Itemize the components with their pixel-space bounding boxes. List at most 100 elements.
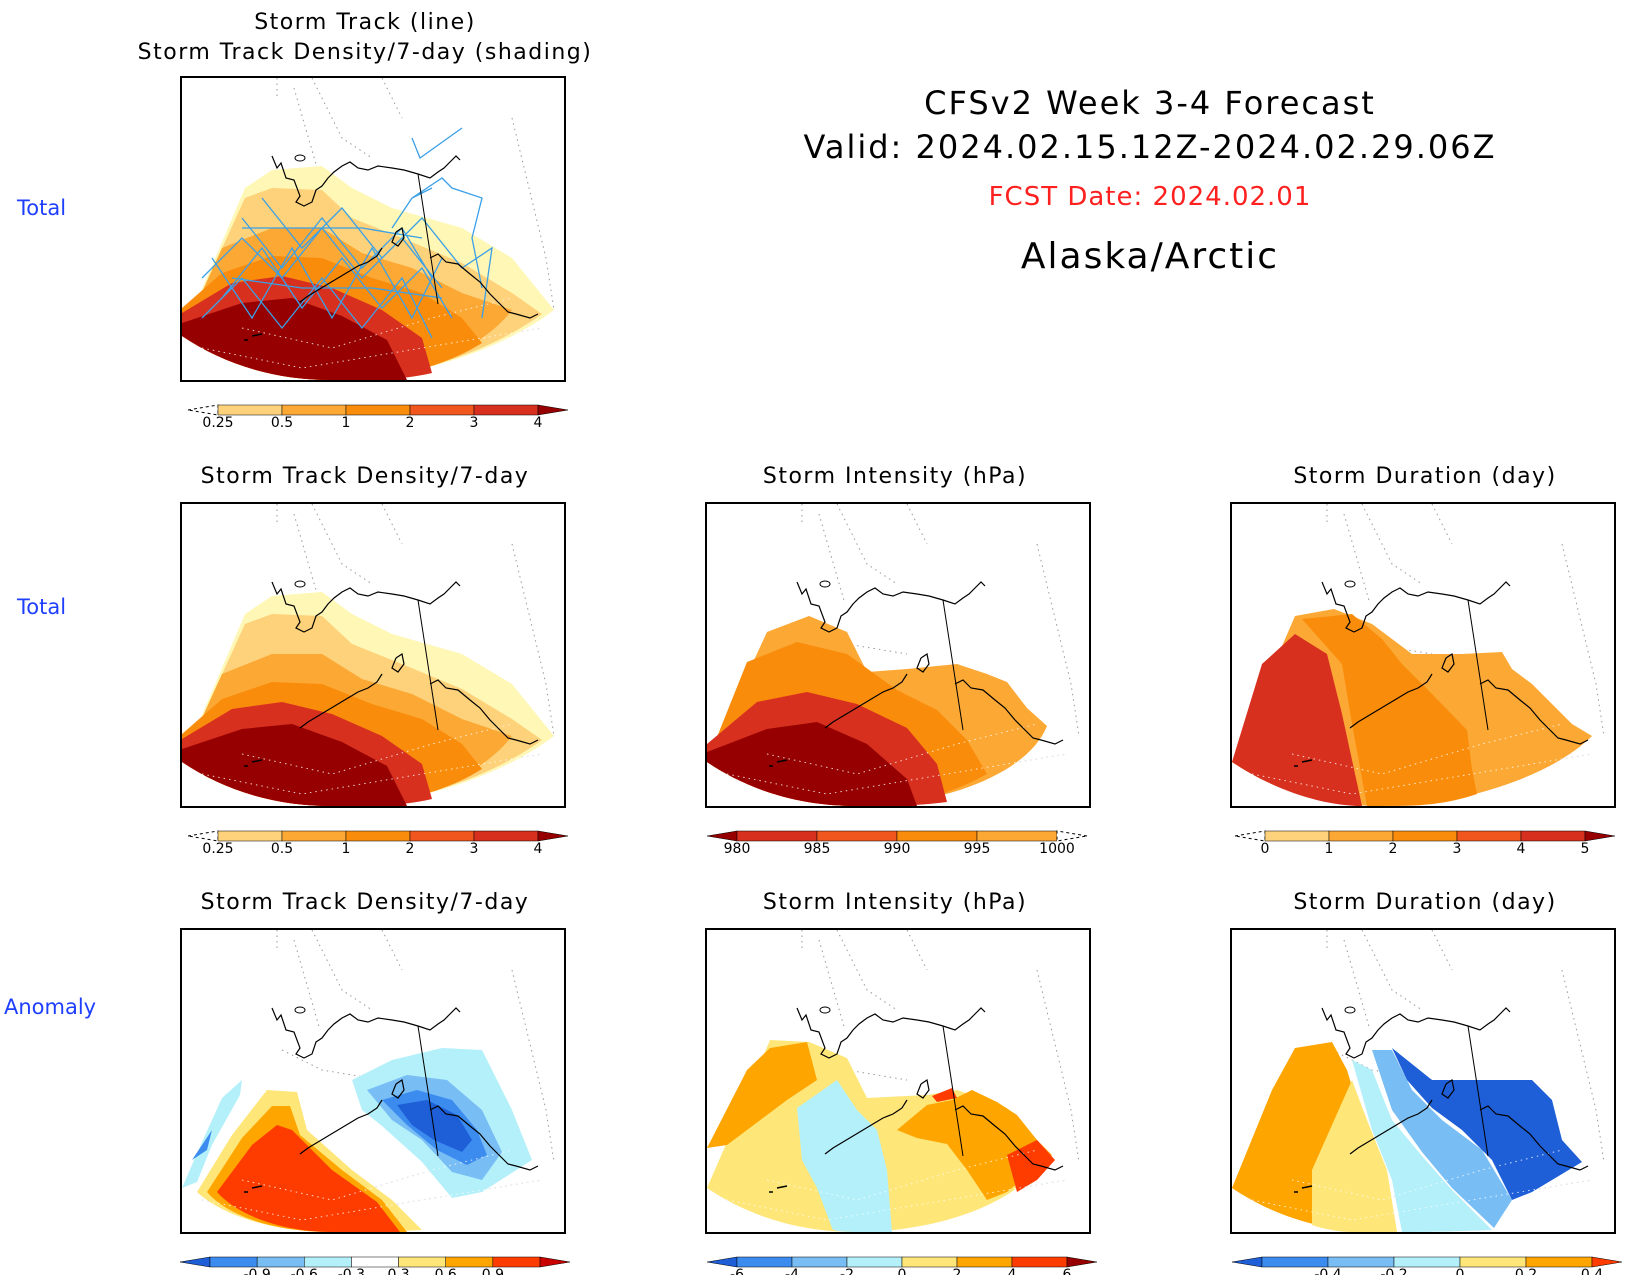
colorbar-segment [409, 830, 475, 842]
colorbar-tick-label: 980 [724, 841, 751, 857]
grid-line [311, 78, 373, 159]
grid-line [241, 1149, 513, 1201]
colorbar-segment [791, 1256, 848, 1268]
colorbar-segment [1328, 830, 1394, 842]
colorbar-segment [1327, 1256, 1395, 1268]
colorbar-segment [256, 1256, 305, 1268]
colorbar-tick-label: 1000 [1039, 841, 1075, 857]
colorbar-segment [537, 830, 569, 842]
island [1294, 1185, 1313, 1193]
border-line [417, 1025, 439, 1157]
grid-line [293, 939, 321, 1031]
colorbar-segment [1584, 830, 1616, 842]
map-panel-density-total [180, 502, 566, 808]
colorbar-segment [1591, 1256, 1623, 1268]
contour-fill [1392, 1048, 1582, 1200]
colorbar-tick-label: 6 [1063, 1267, 1072, 1275]
island [244, 759, 263, 767]
grid-over [201, 723, 543, 795]
colorbar-tick-label: 0.3 [387, 1267, 409, 1275]
colorbar-segment [281, 830, 347, 842]
map-panel-duration-anomaly [1230, 928, 1616, 1234]
island [294, 154, 306, 162]
colorbar-tick-label: -0.2 [1380, 1267, 1407, 1275]
grid-line [766, 723, 1038, 775]
colorbar-segment [492, 1256, 541, 1268]
grid-line [201, 753, 543, 795]
island [1344, 580, 1356, 588]
map-panel-duration-total [1230, 502, 1616, 808]
grid-line [311, 504, 373, 585]
grid-over [201, 1149, 543, 1221]
panel-title: Storm Track Density/7-day [200, 890, 530, 915]
colorbar-tick-label: 4 [1517, 841, 1526, 857]
colorbar: -0.9 -0.6 -0.3 0.3 0.6 0.9 [179, 1256, 571, 1275]
panel-title: Storm Intensity (hPa) [762, 890, 1028, 915]
colorbar-tick-label: -0.6 [291, 1267, 318, 1275]
colorbar-segment [706, 830, 738, 842]
contour-fill [1352, 1060, 1492, 1232]
contour-fill [397, 1100, 472, 1152]
colorbar-tick-label: 0.25 [202, 415, 233, 431]
colorbar-tick-label: 3 [470, 841, 479, 857]
colorbar-segment [445, 1256, 494, 1268]
grid-line [381, 504, 403, 545]
colorbar: -0.4 -0.2 0 0.2 0.4 [1231, 1256, 1623, 1275]
colorbar-segment [1011, 1256, 1068, 1268]
colorbar-tick-label: 2 [406, 841, 415, 857]
coastline [271, 155, 539, 319]
colorbar-segment [351, 1256, 399, 1268]
coastline [796, 1007, 1064, 1171]
grid-line [836, 504, 898, 585]
colorbar: -6 -4 -2 0 2 4 6 [706, 1256, 1098, 1275]
colorbar-segment [736, 1256, 793, 1268]
contour-fill [1007, 1140, 1055, 1192]
border-line [1467, 1025, 1489, 1157]
colorbar-tick-label: 4 [534, 841, 543, 857]
colorbar-tick-label: 0 [1261, 841, 1270, 857]
contour-fill [192, 1130, 212, 1160]
island [819, 1006, 831, 1014]
map-panel-density-anomaly [180, 928, 566, 1234]
colorbar-tick-label: 0.6 [435, 1267, 457, 1275]
grid-line [906, 504, 928, 545]
contour-fill [932, 1088, 957, 1102]
colorbar-tick-label: 2 [406, 415, 415, 431]
panel-title: Storm Duration (day) [1293, 890, 1557, 915]
colorbar-tick-label: 0.2 [1515, 1267, 1537, 1275]
grid-line [836, 930, 898, 1011]
grid-line [241, 297, 513, 349]
island [819, 580, 831, 588]
island [294, 1006, 306, 1014]
grid-line [1343, 939, 1371, 1031]
grid-line [511, 117, 555, 311]
colorbar-tick-label: -0.9 [243, 1267, 270, 1275]
grid-line [1431, 930, 1453, 971]
colorbar-segment [1392, 830, 1458, 842]
grid-line [201, 327, 543, 369]
border-line [1467, 599, 1489, 731]
colorbar-tick-label: 2 [953, 1267, 962, 1275]
contour-fill [217, 1125, 400, 1232]
panel-title: Storm Intensity (hPa) [762, 464, 1028, 489]
colorbar-tick-label: 1 [1325, 841, 1334, 857]
shading [1232, 1042, 1582, 1232]
panel-title: Storm Track (line) [254, 10, 476, 35]
contour-fill [182, 1080, 242, 1188]
colorbar-tick-label: 0.9 [482, 1267, 504, 1275]
contour-fill [1302, 614, 1477, 806]
grid-over [1251, 1149, 1593, 1221]
colorbar-tick-label: 990 [884, 841, 911, 857]
storm-track-lines [201, 127, 493, 339]
row-label-total-1: Total [17, 196, 67, 220]
island [244, 1185, 263, 1193]
grid-over [726, 1149, 1068, 1221]
colorbar-segment [398, 1256, 446, 1268]
contour-fill [707, 722, 917, 806]
colorbar-segment [1525, 1256, 1593, 1268]
grid-line [1343, 513, 1371, 605]
colorbar-segment [187, 830, 219, 842]
colorbar-tick-label: -0.3 [338, 1267, 365, 1275]
colorbar-tick-label: 0.5 [271, 841, 293, 857]
grid-over [726, 723, 1068, 795]
